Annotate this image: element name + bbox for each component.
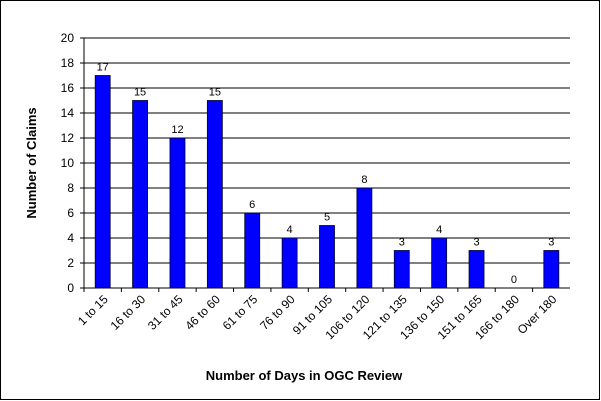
y-tick-label: 18 [61, 56, 75, 70]
y-tick-label: 14 [61, 106, 75, 120]
data-label: 4 [287, 224, 293, 236]
bar [543, 250, 560, 289]
y-tick-label: 16 [61, 81, 75, 95]
bar [206, 100, 223, 289]
data-label: 6 [249, 199, 255, 211]
bar [94, 75, 111, 289]
y-tick-label: 8 [67, 181, 74, 195]
y-tick-label: 0 [67, 281, 74, 295]
y-tick-label: 10 [61, 156, 75, 170]
bar [468, 250, 485, 289]
data-label: 0 [511, 274, 517, 286]
y-axis-title: Number of Claims [24, 107, 39, 218]
data-label: 15 [134, 87, 146, 99]
bar [281, 237, 298, 289]
bar [169, 137, 186, 289]
bar [356, 187, 373, 289]
data-label: 4 [436, 224, 442, 236]
bar [132, 100, 148, 289]
y-tick-label: 6 [67, 206, 74, 220]
data-label: 8 [361, 174, 367, 186]
y-tick-label: 2 [67, 256, 74, 270]
data-label: 12 [171, 124, 183, 136]
bar [319, 225, 335, 289]
data-label: 3 [548, 237, 554, 249]
data-label: 3 [399, 237, 405, 249]
bar [244, 212, 261, 289]
data-label: 5 [324, 212, 330, 224]
x-axis-title: Number of Days in OGC Review [206, 368, 403, 383]
y-tick-label: 12 [61, 131, 75, 145]
data-label: 3 [473, 237, 479, 249]
data-label: 17 [97, 62, 109, 74]
bar [431, 237, 448, 289]
y-tick-label: 4 [67, 231, 74, 245]
bar [393, 250, 410, 289]
data-label: 15 [209, 87, 221, 99]
y-tick-label: 20 [61, 31, 75, 45]
